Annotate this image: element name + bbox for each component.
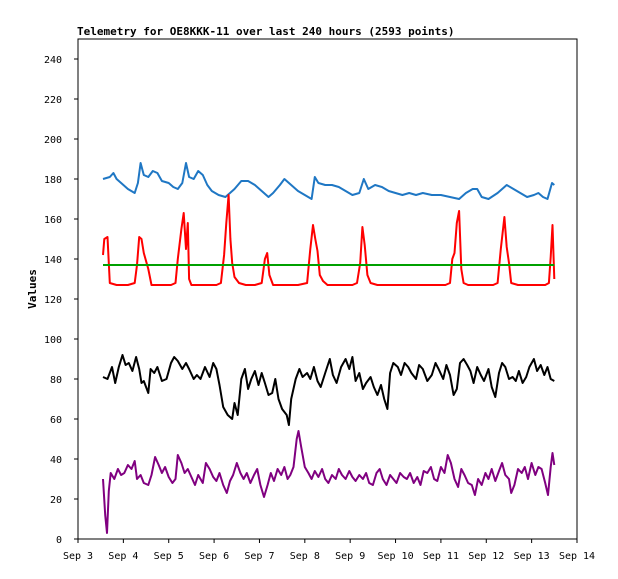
series-layer — [102, 162, 556, 534]
y-tick-label: 160 — [44, 215, 62, 226]
y-tick-label: 60 — [50, 415, 62, 426]
y-axis: 0 20 40 60 80 100 120 140 160 180 200 220 240 — [44, 55, 78, 546]
y-tick-label: 220 — [44, 95, 62, 106]
x-tick-label: Sep 4 — [108, 551, 138, 562]
x-tick-label: Sep 10 — [377, 551, 413, 562]
y-tick-label: 100 — [44, 335, 62, 346]
x-tick-label: Sep 13 — [514, 551, 550, 562]
y-tick-label: 200 — [44, 135, 62, 146]
x-tick-label: Sep 11 — [423, 551, 459, 562]
series-line-0 — [102, 162, 555, 200]
series-line-1 — [102, 194, 556, 286]
y-tick-label: 180 — [44, 175, 62, 186]
plot-frame — [77, 38, 578, 540]
x-tick-label: Sep 7 — [244, 551, 274, 562]
x-tick-label: Sep 8 — [290, 551, 320, 562]
y-tick-label: 80 — [50, 375, 62, 386]
y-tick-label: 20 — [50, 495, 62, 506]
y-tick-label: 120 — [44, 295, 62, 306]
x-tick-label: Sep 12 — [468, 551, 504, 562]
y-tick-label: 0 — [56, 535, 62, 546]
x-tick-label: Sep 14 — [559, 551, 595, 562]
x-axis: Sep 3 Sep 4 Sep 5 Sep 6 Sep 7 Sep 8 Sep 9 Sep 1… — [63, 539, 595, 562]
series-line-3 — [102, 354, 555, 426]
x-tick-label: Sep 6 — [199, 551, 229, 562]
chart-title: Telemetry for OE8KKK-11 over last 240 ho… — [77, 25, 455, 38]
x-tick-label: Sep 3 — [63, 551, 93, 562]
y-axis-title: Values — [26, 269, 39, 309]
x-tick-label: Sep 5 — [154, 551, 184, 562]
y-tick-label: 140 — [44, 255, 62, 266]
series-line-4 — [102, 430, 556, 534]
y-tick-label: 240 — [44, 55, 62, 66]
y-tick-label: 40 — [50, 455, 62, 466]
x-tick-label: Sep 9 — [335, 551, 365, 562]
